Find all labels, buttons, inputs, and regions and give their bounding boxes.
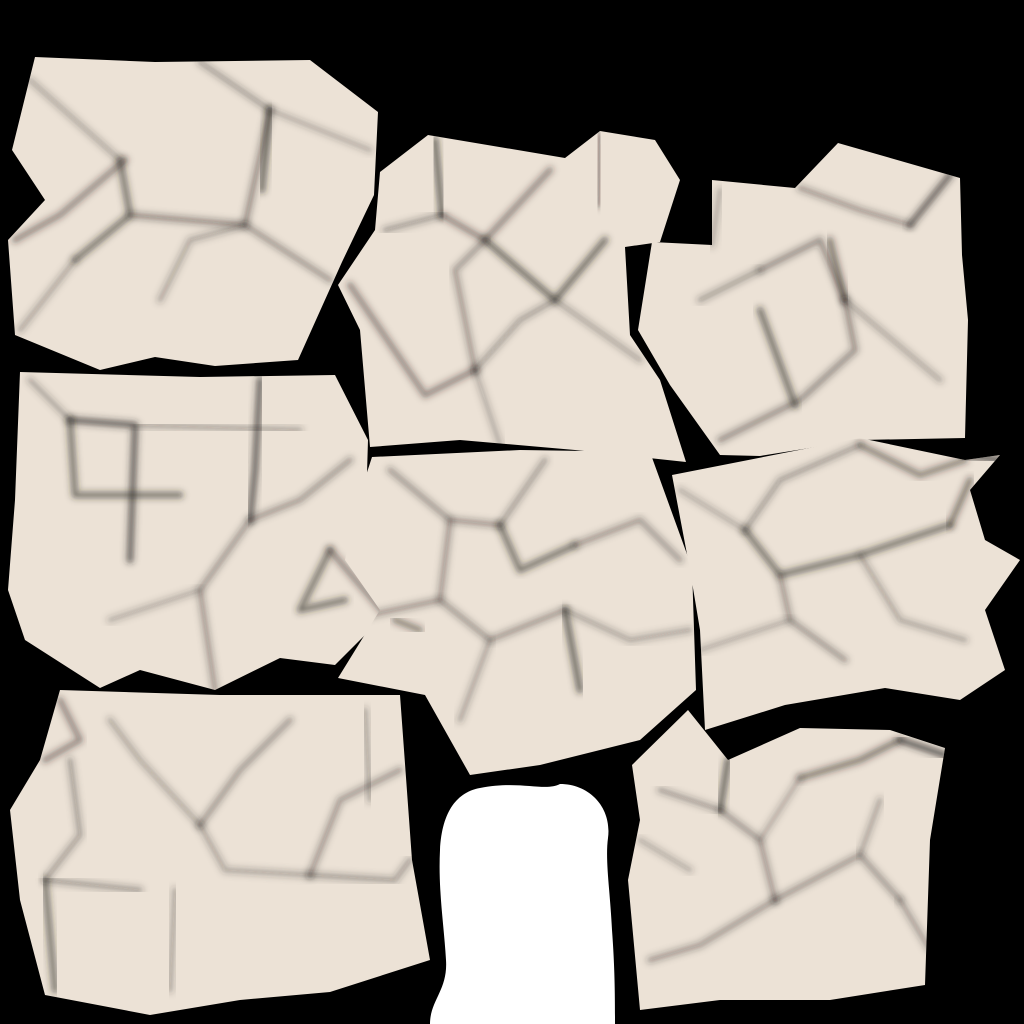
- crease-line-core: [43, 878, 57, 992]
- crease-line-core: [828, 238, 847, 302]
- crease-line-core: [698, 618, 792, 652]
- crease-line-core: [243, 223, 332, 282]
- crease-line-core: [843, 298, 942, 382]
- tile-5-creases: [365, 455, 695, 725]
- crease-line-core: [710, 188, 722, 247]
- crease-line-core: [133, 423, 302, 432]
- crease-line-core: [498, 458, 547, 527]
- crease-line-core: [758, 776, 802, 842]
- crease-line-core: [198, 823, 312, 877]
- crease-line-core: [268, 108, 372, 152]
- atlas-tile-2: [338, 131, 686, 462]
- crease-line-core: [798, 186, 912, 227]
- tile-1-creases: [10, 57, 375, 335]
- crease-line-core: [563, 608, 582, 692]
- crease-line-core: [260, 108, 272, 192]
- atlas-tile-1: [8, 57, 378, 370]
- crease-line-core: [28, 378, 72, 422]
- crease-line-core: [168, 888, 177, 992]
- crease-line-core: [908, 173, 952, 227]
- crease-line-core: [458, 638, 492, 722]
- atlas-tile-5: [338, 450, 696, 775]
- tile-2-creases: [345, 131, 645, 450]
- crease-line-core: [248, 378, 262, 522]
- tile-4-surface: [8, 372, 390, 690]
- crease-line-core: [563, 608, 692, 642]
- crease-line-core: [248, 458, 352, 522]
- crease-line-core: [498, 523, 577, 572]
- crease-line-core: [858, 553, 967, 642]
- tile-7-creases: [40, 695, 415, 995]
- tile-6-creases: [675, 440, 1005, 665]
- crease-line-core: [363, 708, 372, 802]
- crease-line-core: [858, 443, 967, 477]
- crease-line-core: [798, 738, 902, 780]
- crease-line-core: [758, 308, 797, 407]
- crease-line-core: [393, 618, 422, 632]
- crease-line-core: [18, 258, 77, 332]
- atlas-tile-4: [8, 372, 390, 690]
- crease-line-core: [108, 588, 202, 622]
- crease-line-core: [473, 368, 502, 447]
- crease-line-core: [198, 60, 272, 112]
- crease-line-core: [718, 758, 730, 812]
- crease-line-core: [743, 523, 952, 577]
- crease-line-core: [596, 133, 602, 207]
- crease-line-core: [743, 443, 862, 532]
- tile-3-creases: [695, 170, 955, 445]
- tile-1-surface: [8, 57, 378, 370]
- crease-line-core: [198, 718, 292, 827]
- crease-line-core: [718, 298, 857, 442]
- crease-line-core: [553, 298, 642, 362]
- atlas-tile-7: [10, 690, 430, 1015]
- crease-line-core: [473, 298, 557, 372]
- crease-line-core: [453, 238, 487, 372]
- crease-line-core: [648, 898, 777, 962]
- tile-2-surface: [338, 131, 686, 462]
- atlas-tile-3: [638, 143, 968, 456]
- crease-line-core: [898, 898, 932, 952]
- crease-line-core: [158, 223, 247, 302]
- crease-line-core: [858, 798, 882, 857]
- tile-8-surface: [628, 710, 945, 1010]
- crease-line-core: [658, 788, 722, 812]
- crease-line-core: [43, 878, 142, 892]
- crease-line-core: [948, 478, 972, 527]
- white-blob: [430, 784, 615, 1024]
- crease-line-core: [13, 158, 127, 242]
- crease-line-core: [68, 418, 182, 497]
- crease-line-core: [433, 138, 444, 217]
- tile-8-creases: [635, 735, 945, 965]
- crease-line-core: [43, 698, 82, 762]
- crease-line-core: [638, 838, 692, 872]
- crease-line-core: [678, 488, 747, 532]
- crease-line-core: [308, 858, 412, 882]
- crease-line-core: [43, 758, 82, 882]
- crease-line-core: [898, 738, 945, 757]
- crease-line-core: [308, 768, 402, 877]
- crease-line-core: [108, 718, 202, 827]
- atlas-tile-8: [628, 710, 945, 1010]
- atlas-tile-6: [672, 438, 1020, 730]
- crease-line-core: [348, 283, 477, 397]
- crease-line-core: [383, 213, 444, 232]
- crease-line-core: [298, 548, 347, 612]
- crease-line-core: [28, 78, 122, 162]
- crease-line-core: [573, 518, 682, 562]
- crease-line-core: [698, 268, 762, 302]
